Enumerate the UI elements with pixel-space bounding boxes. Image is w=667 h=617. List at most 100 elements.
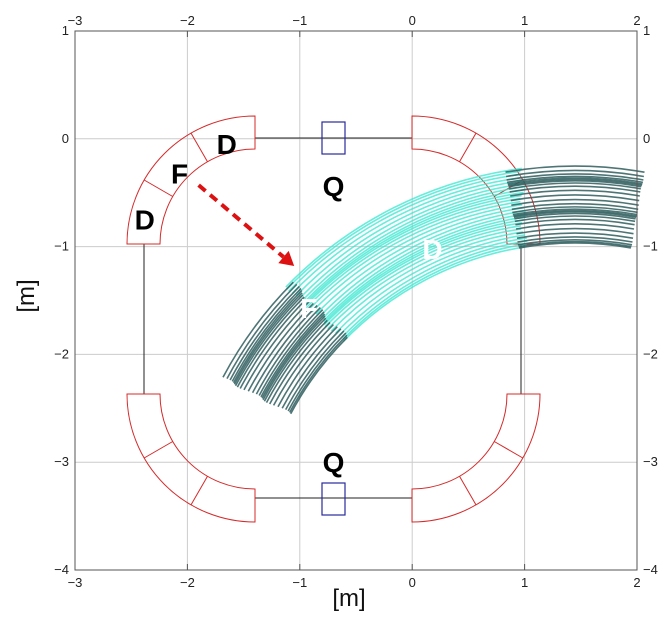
arrow-head — [278, 250, 295, 267]
beam-trajectory-d-lower — [260, 311, 325, 398]
dipole-segment-divider — [459, 132, 477, 162]
x-tick-label-bottom: 2 — [633, 575, 640, 590]
beam-trajectory-d-upper — [518, 242, 632, 249]
beam-trajectory-f — [324, 225, 522, 328]
beam-trajectory-d-upper — [511, 198, 639, 206]
beam-trajectory-f — [304, 188, 526, 303]
beam-trajectory-f — [330, 231, 524, 332]
y-axis-title: [m] — [13, 279, 40, 312]
x-tick-label-top: −3 — [68, 13, 83, 28]
beam-trajectory-d-lower — [233, 292, 303, 385]
beam-trajectory-d-upper — [506, 173, 644, 181]
x-tick-label-bottom: −3 — [68, 575, 83, 590]
x-tick-label-bottom: 0 — [409, 575, 416, 590]
beam-trajectory-f — [307, 200, 521, 311]
beamline-layout — [143, 137, 522, 499]
beam-trajectory-d-lower — [247, 302, 314, 392]
grid-lines — [74, 30, 638, 571]
beam-trajectory-d-lower — [281, 328, 342, 409]
element-label: Q — [323, 171, 345, 202]
y-tick-label-right: −4 — [643, 562, 658, 577]
plot-frame — [74, 30, 638, 571]
dipole-magnets — [126, 115, 541, 523]
beam-trajectory-f — [315, 206, 525, 315]
beam-trajectory-f — [302, 185, 527, 301]
beam-trajectory-d-lower — [234, 294, 304, 387]
element-label: F — [300, 293, 317, 324]
dipole-segment-divider — [143, 179, 173, 197]
y-tick-label-left: 1 — [62, 23, 69, 38]
beam-trajectory-d-lower — [261, 313, 326, 399]
beam-trajectory-d-lower — [226, 283, 298, 379]
beam-trajectory-f — [299, 182, 526, 299]
y-tick-label-left: −2 — [54, 346, 69, 361]
beam-trajectory-d-upper — [508, 180, 642, 188]
beam-trajectory-d-lower — [255, 307, 321, 395]
beam-trajectory-d-upper — [512, 208, 638, 216]
dipole-segment-divider — [459, 476, 477, 506]
x-axis-title: [m] — [332, 585, 365, 612]
direction-arrow — [197, 183, 295, 267]
x-tick-label-top: −1 — [292, 13, 307, 28]
beam-trajectory-d-lower — [243, 300, 311, 391]
beam-trajectory-d-upper — [516, 227, 634, 235]
beam-trajectory-f — [341, 240, 528, 338]
x-tick-label-top: 0 — [409, 13, 416, 28]
y-tick-label-right: 0 — [643, 131, 650, 146]
element-label: F — [171, 158, 188, 189]
beam-trajectory-d-upper — [514, 215, 636, 223]
beam-trajectory-d-upper — [506, 175, 644, 184]
beam-trajectory-d-upper — [517, 236, 633, 243]
element-label: D — [220, 393, 240, 424]
x-tick-label-bottom: −2 — [180, 575, 195, 590]
beam-trajectory-f — [295, 179, 524, 297]
element-label: D — [135, 205, 155, 236]
beam-trajectory-d-upper — [511, 202, 639, 211]
beam-trajectory-f — [342, 246, 525, 342]
beam-trajectory-f — [323, 222, 523, 326]
beam-trajectory-f — [335, 234, 526, 334]
dipole-magnet-outline — [126, 393, 256, 523]
beam-trajectory-d-upper — [507, 178, 643, 187]
y-tick-label-left: 0 — [62, 131, 69, 146]
beam-trajectory-d-lower — [231, 287, 302, 382]
y-tick-label-right: −2 — [643, 346, 658, 361]
beam-trajectory-f — [322, 213, 527, 319]
beam-envelope — [222, 165, 645, 415]
beam-trajectory-d-upper — [513, 211, 637, 218]
dipole-magnet-outline — [126, 115, 256, 245]
dipole-segment-divider — [190, 132, 208, 162]
beam-trajectory-f — [338, 237, 527, 336]
beam-trajectory-d-upper — [505, 169, 645, 178]
beam-trajectory-d-lower — [277, 326, 338, 408]
beam-trajectory-d-upper — [518, 240, 632, 248]
y-tick-label-right: −1 — [643, 239, 658, 254]
beam-trajectory-f — [304, 194, 522, 307]
x-tick-label-top: −2 — [180, 13, 195, 28]
y-tick-label-left: −4 — [54, 562, 69, 577]
beam-trajectory-d-upper — [510, 194, 640, 202]
beam-trajectory-d-upper — [509, 182, 641, 190]
beam-trajectory-d-upper — [514, 212, 636, 220]
arrow-shaft — [197, 183, 285, 259]
x-tick-label-bottom: 1 — [521, 575, 528, 590]
beam-trajectory-d-lower — [284, 330, 345, 410]
beam-trajectory-f — [304, 191, 524, 305]
beam-trajectory-d-upper — [512, 206, 638, 214]
beam-trajectory-f — [286, 170, 521, 290]
beam-trajectory-d-lower — [287, 332, 347, 412]
beam-trajectory-d-lower — [236, 296, 305, 388]
beam-trajectory-d-lower — [263, 317, 327, 402]
beam-trajectory-d-lower — [288, 334, 348, 413]
x-tick-label-top: 2 — [633, 13, 640, 28]
beam-trajectory-d-lower — [232, 290, 303, 384]
beam-trajectory-d-lower — [258, 309, 324, 396]
beam-trajectory-d-upper — [510, 189, 640, 197]
beam-trajectory-f — [323, 219, 525, 324]
beam-trajectory-d-upper — [509, 185, 641, 193]
dipole-magnet-outline — [411, 393, 541, 523]
beam-trajectory-d-lower — [272, 324, 334, 406]
dipole-segment-divider — [494, 441, 524, 459]
